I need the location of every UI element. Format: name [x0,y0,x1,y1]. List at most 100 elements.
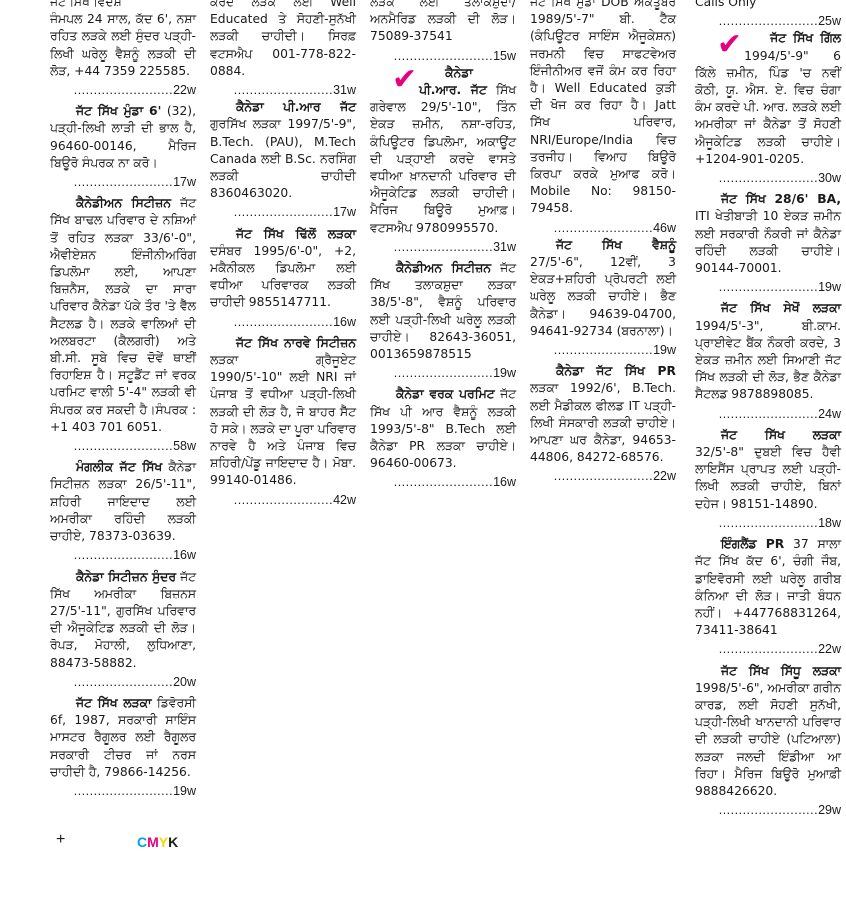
classified-ad: ਜੱਟ ਸਿੱਖ ਸਿੱਧੂ ਲੜਕਾ 1998/5'-6", ਅਮਰੀਕਾ ਗ… [695,663,841,820]
ad-code: .........................24w [695,406,841,423]
dot-leader: ......................... [718,515,819,530]
dot-leader: ......................... [73,674,174,689]
dot-leader: ......................... [718,14,819,29]
classified-ad: ✔ ਕੈਨੇਡਾ ਪੀ.ਆਰ. ਜੱਟ ਸਿੱਖ ਗਰੇਵਾਲ 29/5'-10"… [370,64,516,256]
ad-body: 1994/5'-3", ਬੀ.ਕਾਮ. ਪ੍ਰਾਈਵੇਟ ਬੈਂਕ ਨੌਕਰੀ … [695,318,841,402]
ad-code: .........................15w [370,48,516,65]
ad-body: ਗੁਰਸਿੱਖ ਲੜਕਾ 1997/5'-9", B.Tech. (PAU), … [210,117,356,201]
ad-heading: ਜੱਟ ਸਿੱਖ ਢਿੱਲੋਂ ਲੜਕਾ [236,226,356,241]
ad-body: ਜੱਟ ਸਿੱਖ ਪੀ ਆਰ ਵੈਸ਼ਨੂੰ ਲੜਕੀ 1993/5'-8" B… [370,387,516,471]
checkmark-icon: ✔ [717,27,743,63]
classified-ad: ਕੈਨੇਡਾ ਜੱਟ ਸਿੱਖ PR ਲੜਕਾ 1992/6', B.Tech.… [530,363,676,485]
ad-code-value: 16w [333,314,356,329]
classified-ad: ਕੈਨੇਡਾ ਪੀ.ਆਰ ਜੱਟ ਗੁਰਸਿੱਖ ਲੜਕਾ 1997/5'-9"… [210,99,356,221]
dot-leader: ......................... [233,83,334,98]
dot-leader: ......................... [393,239,494,254]
classified-ad: ✔ ਜੱਟ ਸਿੱਖ ਗਿੱਲ 1994/5'-9" 6 ਕਿੱਲੇ ਜ਼ਮੀਨ,… [695,30,841,187]
column-4: ਜੱਟ ਸਿੱਖ ਮੁੰਡਾ DOB ਅਕਤੂਬਰ 1989/5'-7" ਬੀ.… [530,0,676,490]
dot-leader: ......................... [553,343,654,358]
classified-ad: ਕੈਨੇਡਾ ਸਿਟੀਜ਼ਨ ਸੁੰਦਰ ਜੱਟ ਸਿੱਖ ਅਮਰੀਕਾ ਬਿਜ… [50,569,196,691]
ad-heading: ਕੈਨੇਡਾ ਵਰਕ ਪਰਮਿਟ [396,387,495,402]
ad-code: .........................16w [370,474,516,491]
ad-code: .........................22w [530,468,676,485]
ad-code-value: 15w [493,48,516,63]
ad-code-value: 29w [818,803,841,818]
ad-heading: ਜੱਟ ਸਿੱਖ ਲੜਕਾ [76,695,152,710]
ad-body: ITI ਖੇਤੀਬਾੜੀ 10 ਏਕੜ ਜ਼ਮੀਨ ਲਈ ਸਰਕਾਰੀ ਨੌਕਰ… [695,209,841,276]
classified-ad: ਮੰਗਲੀਕ ਜੱਟ ਸਿੱਖ ਕੈਨੇਡਾ ਸਿਟੀਜ਼ਨ ਲੜਕਾ 26/5… [50,459,196,564]
ad-code: .........................18w [695,515,841,532]
dot-leader: ......................... [553,220,654,235]
dot-leader: ......................... [718,406,819,421]
ad-code: .........................30w [695,170,841,187]
ad-code: .........................31w [210,82,356,99]
dot-leader: ......................... [553,469,654,484]
ad-body: 32/5'-8" ਦੁਬਈ ਵਿਚ ਹੈਵੀ ਲਾਇਸੈਂਸ ਪ੍ਰਾਪਤ ਲਈ… [695,445,841,511]
ad-code: .........................20w [50,674,196,691]
dot-leader: ......................... [233,314,334,329]
ad-heading: ਜੱਟ ਸਿੱਖ ਵੈਸ਼ਨੂੰ [556,237,676,252]
ad-code-value: 19w [173,783,196,798]
ad-code-value: 20w [173,674,196,689]
ad-body: ਜੱਟ ਸਿੱਖ ਅਮਰੀਕਾ ਬਿਜ਼ਨਸ 27/5'-11", ਗੁਰਸਿੱ… [50,569,196,670]
continued-ad-text: ਜੱਟ ਸਿੱਖ ਮੁੰਡਾ DOB ਅਕਤੂਬਰ 1989/5'-7" ਬੀ.… [530,0,676,216]
ad-code: .........................19w [530,342,676,359]
ad-code-value: 58w [173,439,196,454]
ad-code: .........................17w [50,174,196,191]
ad-heading: ਜੱਟ ਸਿੱਖ ਗਿੱਲ [770,31,841,46]
ad-heading: ਕੈਨੇਡਾ ਪੀ.ਆਰ. ਜੱਟ [419,65,487,98]
ad-heading: ਕੈਨੇਡੀਅਨ ਸਿਟੀਜ਼ਨ [76,196,171,211]
ad-heading: ਜੱਟ ਸਿੱਖ ਸੇਖੋਂ ਲੜਕਾ [721,301,841,316]
checkmark-icon: ✔ [392,61,418,97]
dot-leader: ......................... [73,175,174,190]
registration-mark: + [56,831,66,848]
classified-ad: ਜੱਟ ਸਿੱਖ ਢਿੱਲੋਂ ਲੜਕਾ ਦਸੰਬਰ 1995/6'-0", +… [210,226,356,331]
ad-heading: ਕੈਨੇਡਾ ਸਿਟੀਜ਼ਨ ਸੁੰਦਰ [76,569,176,584]
ad-code-value: 42w [333,492,356,507]
dot-leader: ......................... [718,803,819,818]
ad-heading: ਜੱਟ ਸਿੱਖ ਨਾਰਵੇ ਸਿਟੀਜ਼ਨ [236,335,356,350]
dot-leader: ......................... [718,280,819,295]
classified-ad: ਜੰਮਪਲ 24 ਸਾਲ, ਕੱਦ 6', ਨਸ਼ਾ ਰਹਿਤ ਲੜਕੇ ਲਈ … [50,11,196,99]
ad-code: .........................19w [50,783,196,800]
ad-body: ਜੰਮਪਲ 24 ਸਾਲ, ਕੱਦ 6', ਨਸ਼ਾ ਰਹਿਤ ਲੜਕੇ ਲਈ … [50,12,196,78]
ad-body: 1998/5'-6", ਅਮਰੀਕਾ ਗਰੀਨ ਕਾਰਡ, ਲਈ ਸੋਹਣੀ ਸ… [695,680,841,798]
ad-code-value: 25w [818,14,841,29]
ad-body: ਲੜਕਾ ਗ੍ਰੈਜੂਏਟ 1990/5'-10" ਲਈ NRI ਜਾਂ ਪੰਜ… [210,353,356,488]
ad-code: .........................29w [695,802,841,819]
ad-body: 27/5'-6", 12ਵੀਂ, 3 ਏਕੜ+ਸ਼ਹਿਰੀ ਪ੍ਰੋਪਰਟੀ ਲ… [530,255,676,338]
ad-code: .........................19w [370,365,516,382]
dot-leader: ......................... [393,475,494,490]
ad-code-value: 16w [493,475,516,490]
ad-code-value: 19w [493,366,516,381]
ad-body: 37 ਸਾਲਾ ਜੱਟ ਸਿੱਖ ਕੱਦ 6', ਚੰਗੀ ਜੌਬ, ਡਾਇਵੋ… [695,537,841,638]
dot-leader: ......................... [718,642,819,657]
classified-ad: ਜੱਟ ਸਿੱਖ ਲੜਕਾ ਡਿਵੋਰਸੀ 6f, 1987, ਸਰਕਾਰੀ ਸ… [50,695,196,800]
ad-body: ਦਸੰਬਰ 1995/6'-0", +2, ਮਕੈਨੀਕਲ ਡਿਪਲੋਮਾ ਲਈ… [210,243,356,310]
ad-code: .........................46w [530,220,676,237]
ad-body: ਜੱਟ ਸਿੱਖ ਬਾਢਲ ਪਰਿਵਾਰ ਦੇ ਨਸ਼ਿਆਂ ਤੋਂ ਰਹਿਤ … [50,196,197,434]
ad-heading: ਕੈਨੇਡੀਅਨ ਸਿਟੀਜ਼ਨ [396,261,491,276]
classified-ad: ਕੈਨੇਡਾ ਵਰਕ ਪਰਮਿਟ ਜੱਟ ਸਿੱਖ ਪੀ ਆਰ ਵੈਸ਼ਨੂੰ … [370,386,516,491]
dot-leader: ......................... [393,48,494,63]
ad-code: .........................22w [695,641,841,658]
column-1: ਜੱਟ ਸਿੱਖ ਵਿਦੇਸ਼ ਜੰਮਪਲ 24 ਸਾਲ, ਕੱਦ 6', ਨਸ਼… [50,0,196,804]
column-5: Calls Only .........................25w ✔ ਜ… [695,0,841,823]
cmyk-letter: Y [158,834,169,850]
classified-ad: ਜੱਟ ਸਿੱਖ ਮੁੰਡਾ 6' (32), ਪੜ੍ਹੀ-ਲਿਖੀ ਲਾੜੀ … [50,103,196,191]
classified-ad: ਕੈਨੇਡੀਅਨ ਸਿਟੀਜ਼ਨ ਜੱਟ ਸਿੱਖ ਬਾਢਲ ਪਰਿਵਾਰ ਦੇ… [50,195,196,455]
ad-code-value: 19w [653,343,676,358]
ad-body: 1994/5'-9" 6 ਕਿੱਲੇ ਜ਼ਮੀਨ, ਪਿੰਡ 'ਚ ਨਵੀਂ ਕ… [695,48,841,166]
dot-leader: ......................... [718,171,819,186]
classified-ad: ਜੱਟ ਸਿੱਖ ਵੈਸ਼ਨੂੰ 27/5'-6", 12ਵੀਂ, 3 ਏਕੜ+… [530,237,676,359]
classified-ad: ਜੱਟ ਸਿੱਖ ਲੜਕਾ 32/5'-8" ਦੁਬਈ ਵਿਚ ਹੈਵੀ ਲਾਇ… [695,427,841,532]
continued-ad-text: Calls Only [695,0,757,9]
ad-code-value: 31w [333,83,356,98]
ad-code-value: 22w [818,642,841,657]
ad-code: .........................25w [695,13,841,30]
ad-code: .........................22w [50,82,196,99]
cmyk-letter: K [168,834,179,850]
ad-code: .........................19w [695,279,841,296]
ad-code-value: 17w [173,175,196,190]
dot-leader: ......................... [233,205,334,220]
